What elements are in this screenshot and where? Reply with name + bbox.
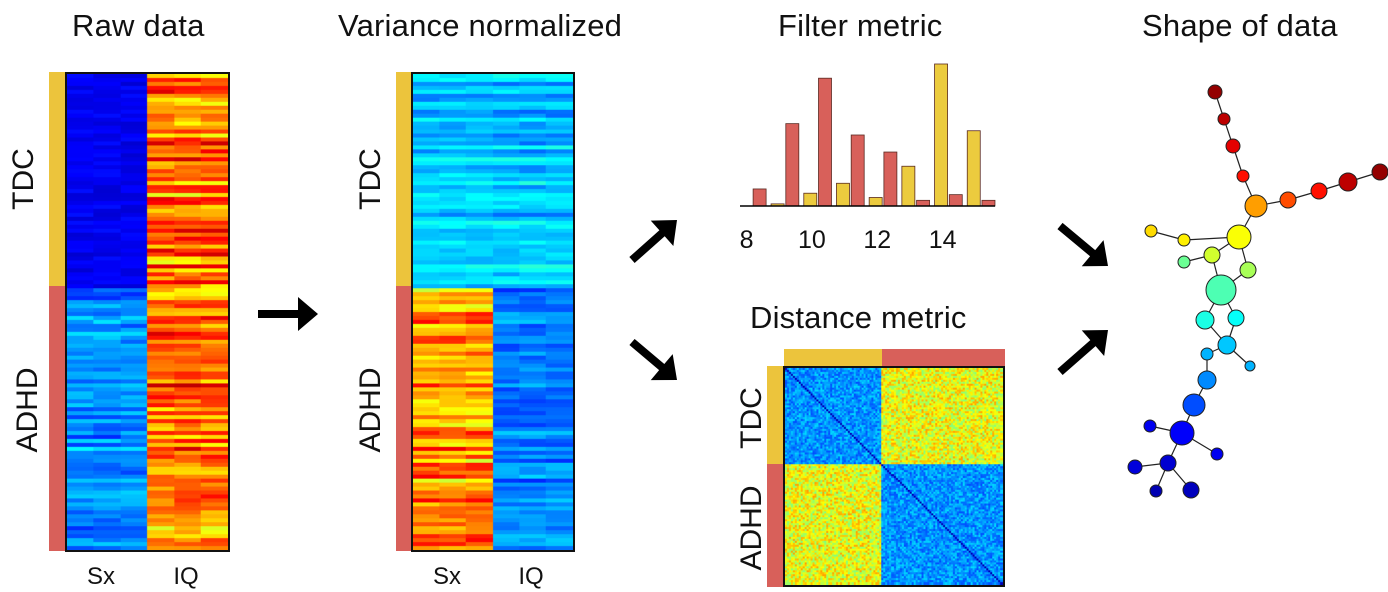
graph-node <box>1149 484 1163 498</box>
graph-node <box>1217 335 1237 355</box>
graph-node <box>1143 419 1157 433</box>
raw-tdc-group-bar <box>49 72 66 286</box>
graph-node <box>1203 246 1221 264</box>
graph-node <box>1338 172 1358 192</box>
graph-node <box>1226 224 1252 250</box>
raw-iq-label: IQ <box>173 563 199 590</box>
graph-node <box>1195 310 1215 330</box>
filter-tick-label: 10 <box>798 226 826 254</box>
arrow-right <box>258 297 318 331</box>
graph-node <box>1182 481 1200 499</box>
vn-sx-label: Sx <box>432 563 462 590</box>
graph-node <box>1239 261 1257 279</box>
filter-metric-title: Filter metric <box>778 8 943 43</box>
variance-normalized-heatmap <box>411 72 575 552</box>
vn-adhd-group-bar <box>396 286 412 551</box>
graph-node <box>1279 191 1297 209</box>
arrow-up-right-2 <box>1057 330 1108 376</box>
distance-matrix-heatmap <box>783 366 1005 587</box>
graph-node <box>1217 112 1231 126</box>
arrow-down-right-1 <box>629 338 677 381</box>
vn-iq-label: IQ <box>518 563 544 590</box>
graph-node <box>1197 370 1217 390</box>
filter-tick-label: 14 <box>928 226 957 254</box>
graph-node <box>1182 393 1206 417</box>
graph-node <box>1225 138 1241 154</box>
dm-tdc-top-bar <box>784 349 882 366</box>
dm-tdc-side-bar <box>767 366 783 464</box>
raw-adhd-group-bar <box>49 286 66 551</box>
raw-data-title: Raw data <box>72 8 205 43</box>
graph-node <box>1244 194 1268 218</box>
graph-node <box>1227 309 1245 327</box>
graph-node <box>1159 454 1177 472</box>
graph-node <box>1244 360 1256 372</box>
graph-node <box>1236 169 1250 183</box>
arrow-up-right-1 <box>629 220 677 263</box>
raw-sx-label: Sx <box>86 563 116 590</box>
filter-tick-label: 8 <box>739 226 754 254</box>
graph-node <box>1169 420 1195 446</box>
dm-adhd-side-bar <box>767 464 783 587</box>
graph-node <box>1205 274 1237 306</box>
graph-node <box>1200 347 1214 361</box>
shape-of-data-title: Shape of data <box>1142 8 1338 43</box>
graph-node <box>1127 459 1143 475</box>
graph-node <box>1310 182 1328 200</box>
dm-adhd-top-bar <box>882 349 1005 366</box>
vn-tdc-group-bar <box>396 72 412 286</box>
graph-node <box>1210 447 1224 461</box>
raw-data-heatmap <box>65 72 230 552</box>
variance-normalized-title: Variance normalized <box>338 8 623 43</box>
arrow-down-right-2 <box>1057 222 1108 267</box>
filter-tick-label: 12 <box>863 226 892 254</box>
graph-node <box>1371 163 1388 181</box>
distance-metric-title: Distance metric <box>750 300 967 335</box>
graph-node <box>1144 224 1158 238</box>
graph-node <box>1177 233 1191 247</box>
graph-node <box>1207 84 1223 100</box>
graph-node <box>1177 255 1191 269</box>
